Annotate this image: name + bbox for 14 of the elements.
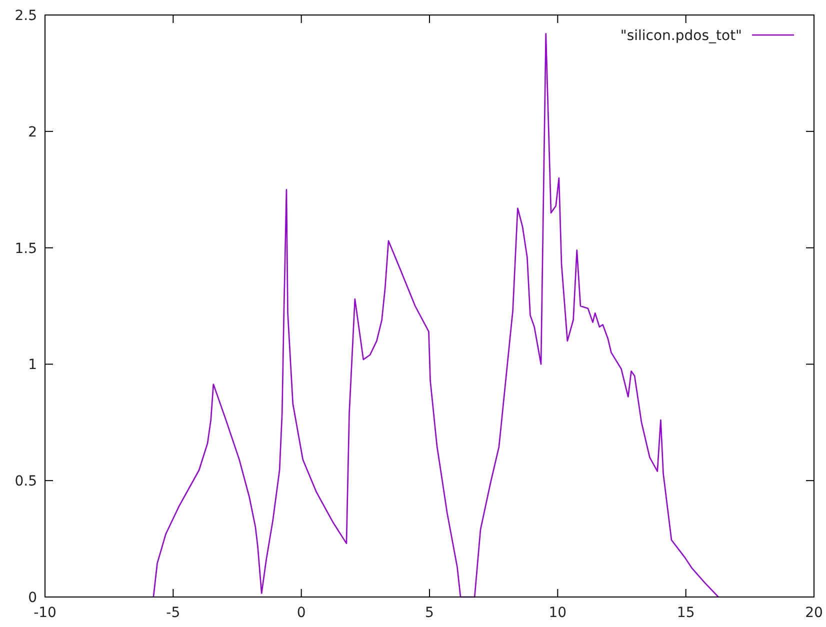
- y-tick-label: 2: [28, 124, 37, 140]
- y-tick-label: 0: [28, 590, 37, 606]
- legend-label: "silicon.pdos_tot": [620, 28, 742, 44]
- x-tick-label: 5: [425, 605, 434, 621]
- y-tick-label: 2.5: [14, 8, 37, 24]
- x-tick-label: 15: [676, 605, 695, 621]
- x-tick-label: -5: [166, 605, 180, 621]
- y-tick-label: 1: [28, 357, 37, 374]
- x-tick-label: 10: [548, 605, 567, 621]
- y-tick-label: 0.5: [14, 474, 37, 490]
- x-tick-label: 20: [805, 605, 823, 621]
- x-tick-label: 0: [296, 605, 306, 621]
- y-tick-label: 1.5: [14, 240, 37, 257]
- x-tick-label: -10: [34, 605, 56, 621]
